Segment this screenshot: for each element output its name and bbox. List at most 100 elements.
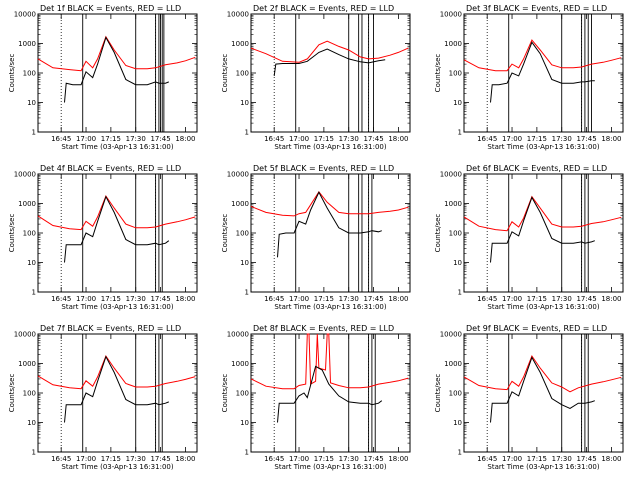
- plot-frame: [463, 13, 624, 133]
- y-tick-label: 10000: [14, 171, 36, 179]
- y-tick-label: 1000: [444, 40, 462, 48]
- x-tick-label: 17:15: [527, 455, 547, 463]
- lld-series-line: [37, 354, 196, 390]
- y-tick-label: 10000: [440, 11, 462, 19]
- panel-6: Det 6f BLACK = Events, RED = LLD 1 10 100 10…: [434, 164, 624, 311]
- lld-series-line: [463, 195, 622, 232]
- x-tick-label: 17:45: [576, 135, 596, 143]
- y-tick-label: 1000: [444, 200, 462, 208]
- y-tick-label: 100: [449, 390, 462, 398]
- x-tick-label: 17:30: [339, 295, 359, 303]
- y-tick-label: 1: [32, 129, 36, 137]
- x-tick-label: 17:30: [126, 135, 146, 143]
- y-tick-label: 10: [453, 99, 462, 107]
- x-tick-label: 16:45: [264, 295, 284, 303]
- x-tick-label: 17:15: [314, 135, 334, 143]
- y-tick-label: 1: [32, 449, 36, 457]
- lld-series-line: [250, 190, 409, 217]
- plot-frame: [37, 173, 198, 293]
- y-axis-label: Counts/sec: [434, 214, 442, 253]
- events-series-line: [64, 195, 170, 263]
- panel-title: Det 8f BLACK = Events, RED = LLD: [253, 324, 394, 333]
- panel-4: Det 4f BLACK = Events, RED = LLD 1 10 100 10…: [8, 164, 198, 311]
- x-axis-label: Start Time (03-Apr-13 16:31:00): [61, 463, 173, 471]
- x-tick-label: 18:00: [388, 135, 408, 143]
- events-series-line: [490, 196, 595, 263]
- panel-7: Det 7f BLACK = Events, RED = LLD 1 10 100 10…: [8, 324, 198, 471]
- x-tick-label: 17:45: [363, 455, 383, 463]
- y-axis-label: Counts/sec: [8, 374, 16, 413]
- x-axis-label: Start Time (03-Apr-13 16:31:00): [487, 143, 599, 151]
- events-series-line: [490, 41, 595, 103]
- plot-frame: [37, 333, 198, 453]
- x-tick-label: 17:00: [289, 455, 309, 463]
- y-tick-label: 10: [240, 419, 249, 427]
- panel-2: Det 2f BLACK = Events, RED = LLD 1 10 100 10…: [221, 4, 411, 151]
- y-tick-label: 1: [245, 449, 249, 457]
- y-tick-label: 10000: [14, 11, 36, 19]
- y-tick-label: 1000: [18, 200, 36, 208]
- y-tick-label: 100: [236, 390, 249, 398]
- x-tick-label: 17:00: [502, 135, 522, 143]
- y-tick-label: 10000: [14, 331, 36, 339]
- x-tick-label: 17:45: [150, 295, 170, 303]
- x-tick-label: 16:45: [51, 295, 71, 303]
- panel-1: Det 1f BLACK = Events, RED = LLD 1 10 100 10…: [8, 4, 198, 151]
- panel-title: Det 4f BLACK = Events, RED = LLD: [40, 164, 181, 173]
- y-tick-label: 10: [453, 419, 462, 427]
- y-axis-label: Counts/sec: [221, 54, 229, 93]
- x-tick-label: 17:30: [126, 295, 146, 303]
- y-tick-label: 1000: [18, 360, 36, 368]
- x-tick-label: 17:00: [76, 135, 96, 143]
- y-tick-label: 1000: [18, 40, 36, 48]
- y-axis-label: Counts/sec: [8, 214, 16, 253]
- x-tick-label: 17:45: [576, 295, 596, 303]
- y-tick-label: 10000: [440, 171, 462, 179]
- x-tick-label: 18:00: [388, 455, 408, 463]
- panel-title: Det 1f BLACK = Events, RED = LLD: [40, 4, 181, 13]
- panel-3: Det 3f BLACK = Events, RED = LLD 1 10 100 10…: [434, 4, 624, 151]
- x-tick-label: 17:00: [76, 295, 96, 303]
- x-tick-label: 17:15: [527, 295, 547, 303]
- panel-title: Det 6f BLACK = Events, RED = LLD: [466, 164, 607, 173]
- x-tick-label: 16:45: [51, 455, 71, 463]
- x-tick-label: 16:45: [264, 135, 284, 143]
- x-tick-label: 18:00: [601, 135, 621, 143]
- y-tick-label: 10: [27, 259, 36, 267]
- x-axis-label: Start Time (03-Apr-13 16:31:00): [274, 303, 386, 311]
- y-axis-label: Counts/sec: [221, 374, 229, 413]
- x-tick-label: 17:30: [339, 135, 359, 143]
- x-tick-label: 18:00: [175, 135, 195, 143]
- plot-frame: [463, 173, 624, 293]
- lld-series-line: [463, 39, 622, 72]
- x-tick-label: 18:00: [175, 295, 195, 303]
- y-tick-label: 10: [453, 259, 462, 267]
- y-tick-label: 100: [23, 390, 36, 398]
- x-axis-label: Start Time (03-Apr-13 16:31:00): [274, 463, 386, 471]
- x-axis-label: Start Time (03-Apr-13 16:31:00): [61, 143, 173, 151]
- y-tick-label: 1000: [231, 40, 249, 48]
- x-tick-label: 17:45: [576, 455, 596, 463]
- x-axis-label: Start Time (03-Apr-13 16:31:00): [487, 463, 599, 471]
- x-tick-label: 17:15: [314, 455, 334, 463]
- x-tick-label: 17:15: [101, 135, 121, 143]
- y-tick-label: 1: [245, 289, 249, 297]
- lld-series-line: [250, 333, 409, 390]
- y-tick-label: 10000: [227, 11, 249, 19]
- y-tick-label: 100: [449, 230, 462, 238]
- y-tick-label: 1000: [231, 360, 249, 368]
- x-tick-label: 17:30: [339, 455, 359, 463]
- y-tick-label: 100: [23, 70, 36, 78]
- events-series-line: [64, 36, 169, 103]
- x-tick-label: 16:45: [477, 135, 497, 143]
- panel-title: Det 9f BLACK = Events, RED = LLD: [466, 324, 607, 333]
- plot-frame: [250, 173, 411, 293]
- x-tick-label: 17:45: [150, 135, 170, 143]
- y-axis-label: Counts/sec: [8, 54, 16, 93]
- x-tick-label: 17:00: [76, 455, 96, 463]
- x-tick-label: 17:15: [101, 455, 121, 463]
- y-axis-label: Counts/sec: [434, 54, 442, 93]
- events-series-line: [277, 191, 382, 258]
- y-tick-label: 100: [236, 230, 249, 238]
